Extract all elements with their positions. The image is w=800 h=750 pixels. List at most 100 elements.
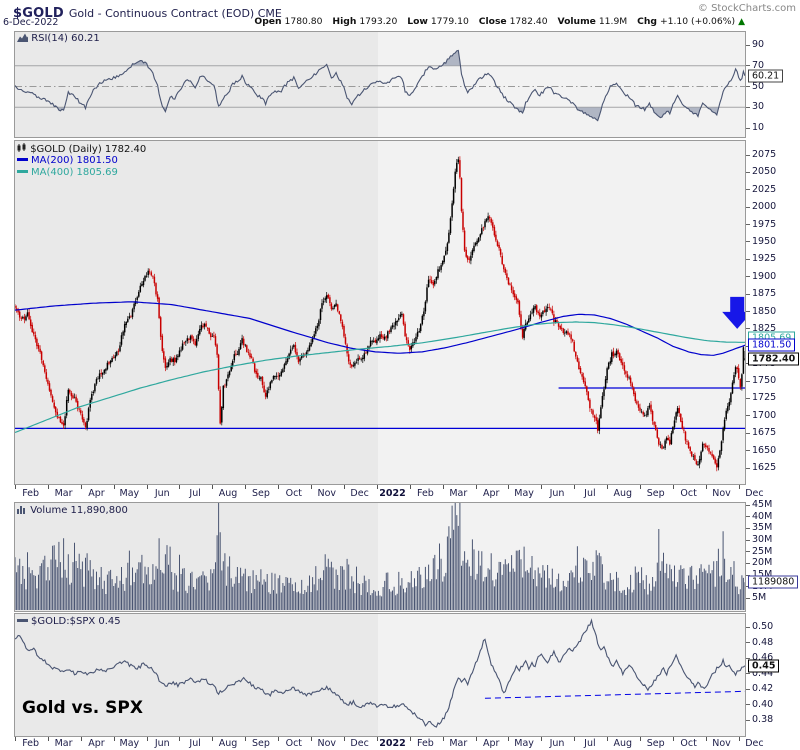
month-label: Mar [54, 488, 73, 499]
axis-tick-label: 0.38 [752, 714, 774, 725]
chg-value: +1.10 (+0.06%) [659, 16, 736, 27]
month-tick [343, 485, 345, 489]
axis-tick [746, 539, 750, 541]
month-tick [212, 485, 214, 489]
gold-vs-spx-annotation: Gold vs. SPX [22, 698, 143, 718]
month-label: Feb [417, 738, 434, 749]
axis-tick [746, 415, 750, 417]
month-label: Aug [218, 488, 238, 499]
ma400-legend-label: MA(400) 1805.69 [31, 167, 118, 178]
year-label: 2022 [379, 488, 406, 499]
month-tick [376, 737, 378, 741]
rsi-chart [15, 49, 745, 122]
month-label: Apr [483, 738, 500, 749]
axis-tick-label: 2025 [752, 183, 777, 195]
month-tick [47, 737, 49, 741]
axis-tick-label: 45M [752, 499, 773, 510]
month-tick [311, 737, 313, 741]
ratio-chart [15, 618, 745, 728]
month-label: Dec [745, 488, 764, 499]
month-label: Feb [417, 488, 434, 499]
axis-tick [746, 258, 750, 260]
month-label: Jun [549, 488, 565, 499]
axis-tick-label: 2000 [752, 201, 777, 213]
axis-tick-label: 90 [752, 39, 765, 50]
month-label: Dec [350, 488, 369, 499]
price-legend: $GOLD (Daily) 1782.40 [17, 143, 146, 155]
month-tick [80, 485, 82, 489]
month-label: Jul [584, 738, 596, 749]
month-tick [574, 737, 576, 741]
month-label: Aug [613, 738, 633, 749]
month-tick [738, 737, 740, 741]
month-label: Feb [22, 738, 40, 749]
month-tick [607, 485, 609, 489]
candlestick-icon [17, 143, 26, 152]
axis-tick [746, 504, 750, 506]
month-label: Mar [449, 738, 468, 749]
year-label: 2022 [379, 738, 406, 749]
axis-tick [746, 467, 750, 469]
open-label: Open [254, 16, 282, 27]
month-tick [508, 485, 510, 489]
axis-tick-label: 40M [752, 510, 773, 522]
axis-tick [746, 241, 750, 243]
month-label: Sep [646, 488, 665, 499]
ratio-legend: $GOLD:$SPX 0.45 [17, 616, 121, 627]
month-tick [475, 737, 477, 741]
month-tick [47, 485, 49, 489]
axis-tick-label: 30 [752, 101, 765, 113]
month-tick [311, 485, 313, 489]
axis-tick [746, 642, 750, 643]
axis-tick-label: 0.42 [752, 683, 774, 694]
month-tick [442, 737, 444, 741]
volume-legend-label: Volume 11,890,800 [30, 505, 128, 516]
volume-legend: Volume 11,890,800 [17, 505, 128, 516]
month-label: Sep [251, 738, 270, 749]
ma200-legend: MA(200) 1801.50 [17, 155, 118, 166]
axis-tick-label: 1725 [752, 392, 777, 404]
rsi-legend-label: RSI(14) 60.21 [31, 33, 100, 44]
axis-tick-label: 1925 [752, 253, 777, 265]
month-tick [179, 485, 181, 489]
axis-tick [746, 527, 750, 529]
month-tick [278, 737, 280, 741]
month-tick [409, 737, 411, 741]
month-label: Dec [350, 738, 369, 749]
axis-tick [746, 673, 750, 674]
month-tick [640, 737, 642, 741]
month-tick [541, 485, 543, 489]
month-tick [607, 737, 609, 741]
month-tick [508, 737, 510, 741]
ma400-line-icon [17, 170, 28, 173]
month-label: Jul [189, 738, 201, 749]
axis-tick-label: 35M [752, 522, 773, 534]
axis-tick-label: 1675 [752, 427, 777, 439]
axis-tick [746, 397, 750, 399]
axis-tick-label: 25M [752, 545, 773, 557]
high-value: 1793.20 [359, 16, 398, 27]
month-axis-bottom: Feb Mar Apr May Jun Jul Aug Sep Oct Nov Dec 2022 Feb… [14, 737, 764, 750]
volume-value: 11.9M [598, 16, 628, 27]
axis-tick-label: 0.40 [752, 698, 774, 710]
ticker-description: Gold - Continuous Contract (EOD) CME [68, 7, 282, 20]
month-tick [672, 737, 674, 741]
month-label: May [514, 488, 534, 499]
month-tick [343, 737, 345, 741]
axis-tick-label: 1950 [752, 235, 777, 247]
axis-tick [746, 719, 750, 721]
month-label: May [119, 488, 140, 499]
month-label: Jul [584, 488, 596, 499]
month-label: Oct [285, 488, 303, 499]
month-tick [245, 737, 247, 741]
month-tick [442, 485, 444, 489]
axis-tick-label: 1750 [752, 375, 777, 387]
rsi-value-box: 60.21 [748, 69, 784, 83]
axis-tick-label: 1625 [752, 462, 777, 474]
change-up-icon: ▲ [738, 17, 745, 27]
chart-header: $GOLD Gold - Continuous Contract (EOD) CM… [13, 2, 282, 21]
month-tick [15, 485, 16, 489]
volume-label: Volume [557, 16, 596, 27]
month-tick [409, 485, 411, 489]
